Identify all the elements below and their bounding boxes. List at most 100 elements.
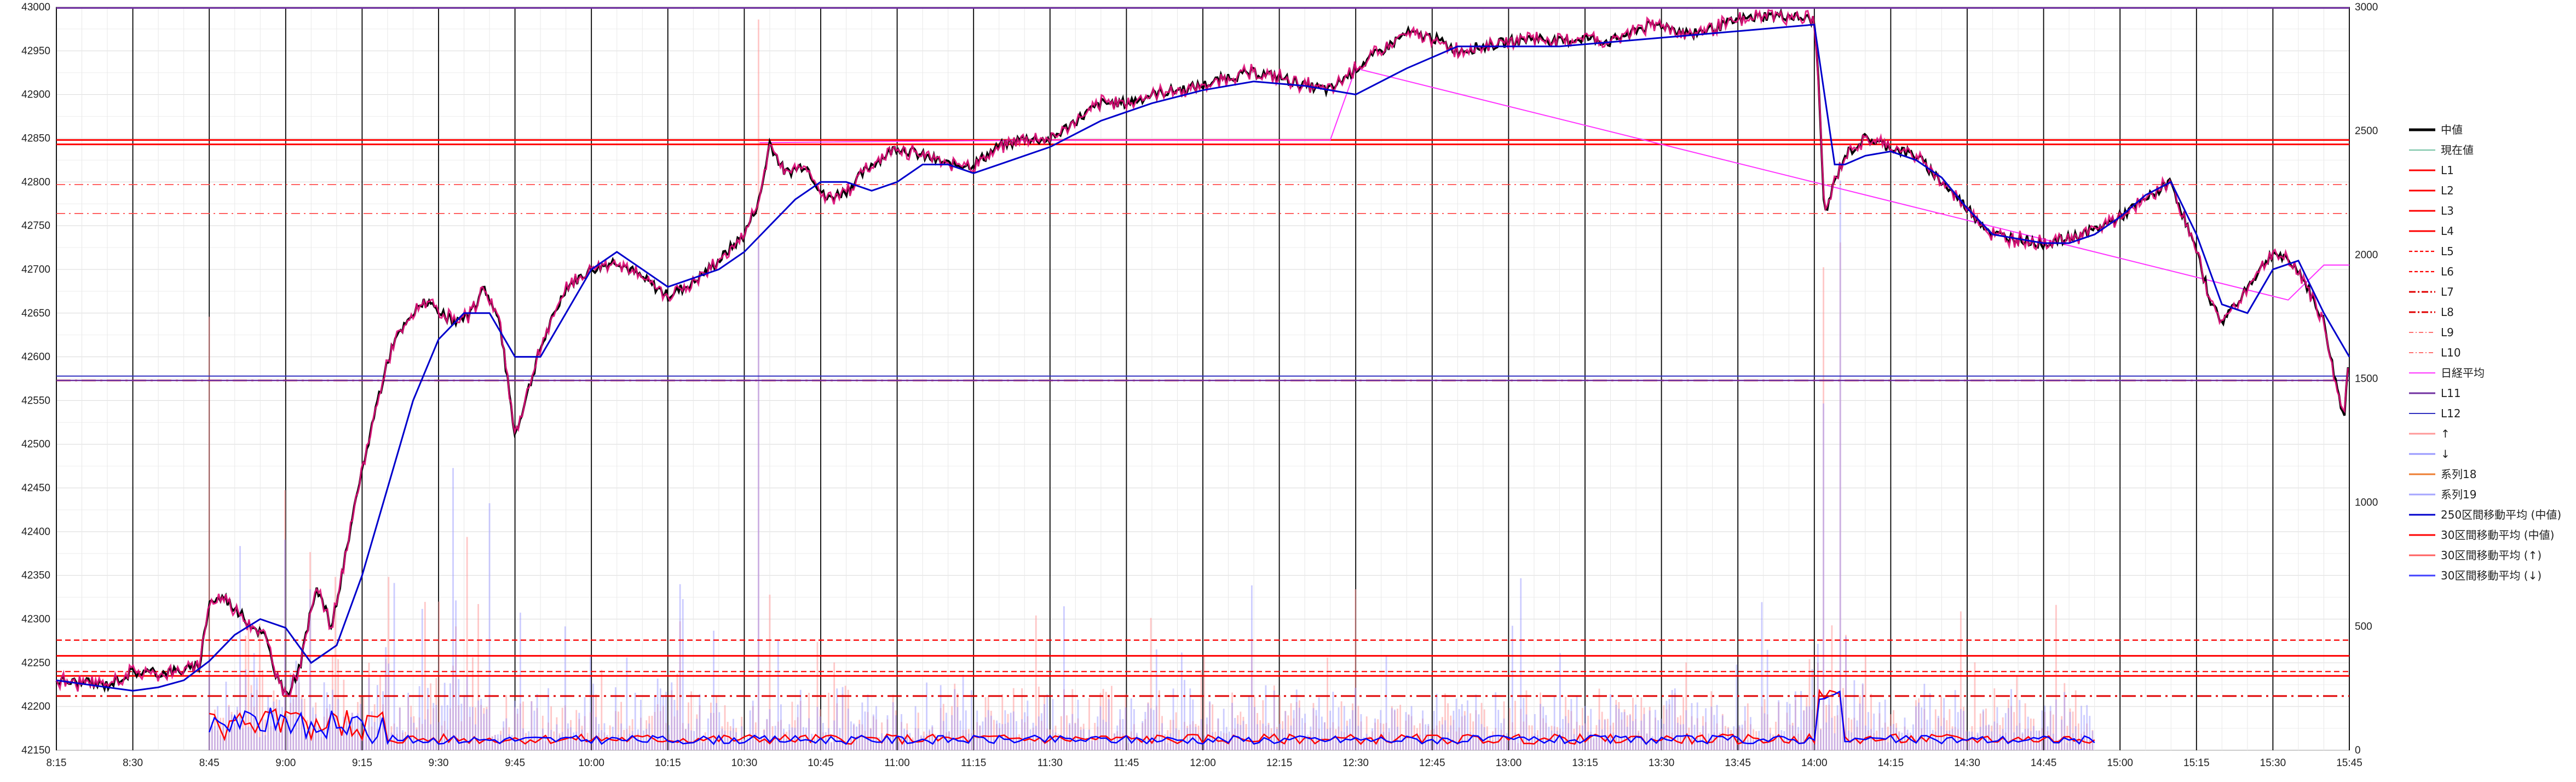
volume-bar-down xyxy=(242,728,244,750)
volume-bar-down xyxy=(1195,727,1197,750)
x-tick-label: 8:45 xyxy=(199,757,220,769)
volume-bar-down xyxy=(1940,726,1942,750)
y-tick-label: 42150 xyxy=(21,745,50,756)
volume-bar-down xyxy=(396,727,398,750)
volume-bar-down xyxy=(1044,704,1045,750)
volume-bar-down xyxy=(1638,732,1640,750)
volume-bar-down xyxy=(732,718,734,750)
volume-bar-down xyxy=(525,740,527,750)
volume-bar-down xyxy=(1979,727,1981,750)
volume-bar-down xyxy=(1475,694,1477,750)
volume-bar-down xyxy=(1598,720,1600,750)
volume-bar-up xyxy=(651,716,653,750)
volume-bar-down xyxy=(1495,692,1497,750)
legend-label: L11 xyxy=(2441,387,2461,400)
volume-bar-down xyxy=(842,687,844,750)
volume-bar-down xyxy=(1651,736,1653,750)
volume-bar-down xyxy=(710,712,712,750)
volume-bar-down xyxy=(511,735,513,750)
volume-bar-down xyxy=(1974,736,1976,750)
volume-bar-down xyxy=(564,626,566,750)
volume-bar-down xyxy=(2004,713,2007,750)
volume-bar-down xyxy=(1999,734,2001,750)
volume-bar-down xyxy=(682,599,684,750)
legend-label: 250区間移動平均 (中値) xyxy=(2441,508,2561,521)
volume-bar-down xyxy=(1405,712,1407,750)
volume-bar-down xyxy=(1004,710,1006,750)
volume-bar-down xyxy=(886,715,889,750)
volume-bar-up xyxy=(833,662,835,750)
volume-bar-down xyxy=(1276,728,1278,750)
volume-bar-down xyxy=(463,695,465,750)
volume-bar-down xyxy=(979,725,981,750)
volume-bar-down xyxy=(1254,706,1255,750)
volume-bar-down xyxy=(1139,738,1140,750)
volume-bar-down xyxy=(819,716,821,750)
volume-bar-up xyxy=(2024,703,2026,750)
volume-bar-down xyxy=(1943,698,1945,750)
legend-label: L6 xyxy=(2441,265,2454,278)
volume-bar-up xyxy=(1993,688,1996,750)
volume-bar-up xyxy=(1200,670,1202,750)
volume-bar-down xyxy=(360,704,362,750)
volume-bar-down xyxy=(1635,704,1637,750)
volume-bar-down xyxy=(491,737,493,750)
volume-bar-down xyxy=(2072,733,2074,750)
volume-bar-down xyxy=(236,706,238,750)
volume-bar-down xyxy=(1887,742,1889,750)
volume-bar-down xyxy=(1082,729,1085,750)
volume-bar-down xyxy=(1514,732,1516,750)
price-series xyxy=(55,8,2350,698)
x-tick-label: 10:30 xyxy=(731,757,758,769)
volume-bar-down xyxy=(1245,737,1247,750)
volume-bar-down xyxy=(1508,739,1511,750)
volume-bar-down xyxy=(1542,706,1545,750)
volume-bar-down xyxy=(1682,724,1685,750)
volume-bar-down xyxy=(1811,669,1813,750)
volume-bar-down xyxy=(1573,734,1575,750)
legend-label: 現在値 xyxy=(2441,143,2474,157)
x-tick-label: 11:45 xyxy=(1114,757,1139,769)
volume-bar-down xyxy=(884,739,886,750)
volume-bar-down xyxy=(1189,688,1191,750)
volume-bar-down xyxy=(225,681,227,750)
volume-bar-down xyxy=(1097,716,1099,750)
volume-bar-down xyxy=(993,738,995,750)
volume-bar-down xyxy=(1463,715,1466,750)
volume-bar-down xyxy=(1915,706,1917,750)
volume-bar-down xyxy=(727,738,729,750)
ma30-down-line xyxy=(209,690,2095,745)
volume-bar-down xyxy=(1262,723,1264,750)
volume-bar-down xyxy=(494,735,496,750)
volume-bar-down xyxy=(598,724,600,750)
volume-bar-down xyxy=(976,710,978,750)
volume-bar-down xyxy=(514,700,516,750)
volume-bar-down xyxy=(1755,739,1757,750)
volume-bar-down xyxy=(2074,726,2077,750)
volume-bar-down xyxy=(458,679,460,750)
volume-bar-down xyxy=(654,697,656,750)
volume-bar-up xyxy=(1327,657,1328,750)
volume-bar-down xyxy=(1831,717,1833,750)
volume-bar-down xyxy=(1696,702,1698,750)
volume-bar-down xyxy=(1568,723,1570,750)
x-tick-label: 14:30 xyxy=(1954,757,1980,769)
volume-bar-down xyxy=(676,710,678,750)
volume-bar-down xyxy=(861,702,863,750)
y-tick-label: 42750 xyxy=(21,220,50,232)
volume-bar-up xyxy=(1105,692,1107,750)
volume-bar-down xyxy=(1363,737,1365,750)
volume-bar-down xyxy=(749,710,751,750)
volume-bar-down xyxy=(707,718,709,750)
x-tick-label: 11:15 xyxy=(961,757,986,769)
volume-bar-up xyxy=(1060,716,1062,750)
volume-bar-down xyxy=(1730,738,1732,750)
volume-bar-down xyxy=(1172,688,1174,750)
volume-bar-down xyxy=(290,673,292,750)
volume-bar-down xyxy=(869,728,872,750)
volume-bar-down xyxy=(1921,707,1923,750)
volume-bar-up xyxy=(1355,589,1357,750)
legend-label: L7 xyxy=(2441,285,2454,298)
volume-bar-down xyxy=(558,735,561,750)
volume-bar-down xyxy=(673,699,676,750)
